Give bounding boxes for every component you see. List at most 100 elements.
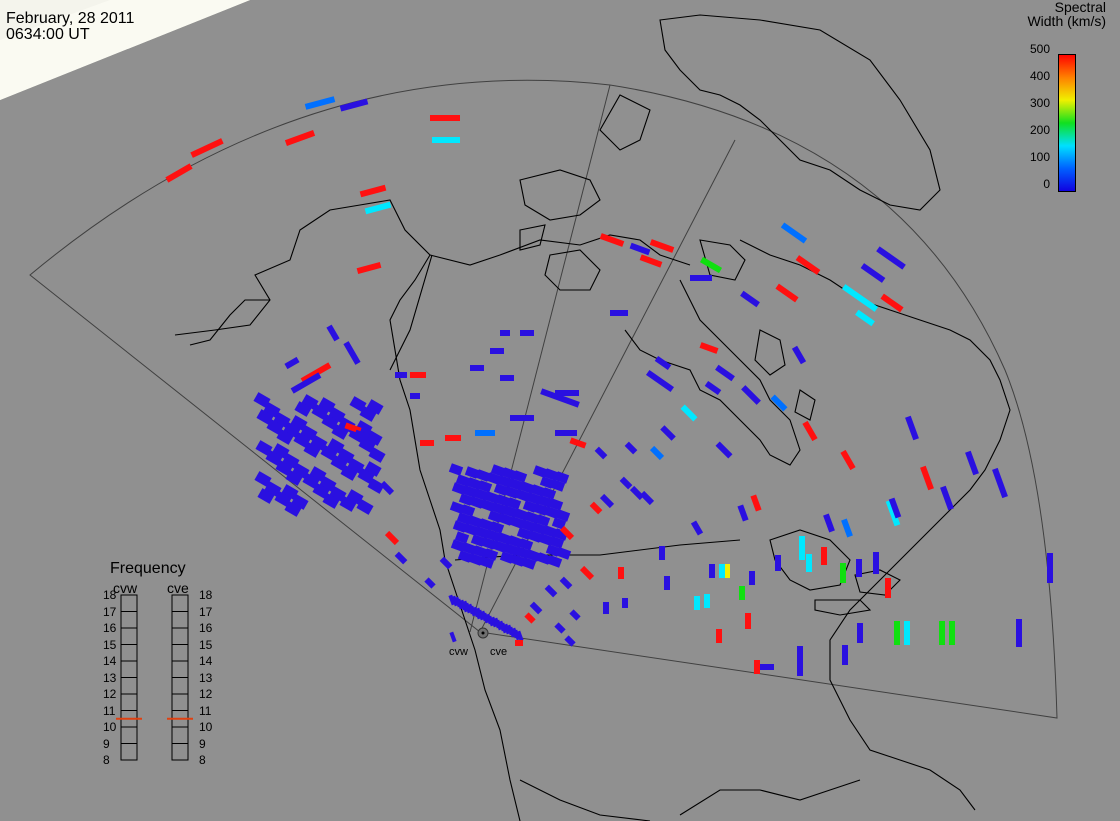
backscatter-cell <box>492 540 508 553</box>
backscatter-cell <box>694 596 700 610</box>
radar-sites <box>477 627 489 639</box>
backscatter-cell <box>356 499 374 515</box>
backscatter-cell <box>622 598 628 608</box>
backscatter-cell <box>940 485 954 511</box>
backscatter-cell <box>266 419 284 435</box>
backscatter-cell <box>274 491 292 507</box>
backscatter-cell <box>500 330 510 336</box>
backscatter-cell <box>284 356 300 370</box>
frequency-tick-label: 14 <box>103 654 117 668</box>
backscatter-cell <box>454 531 470 544</box>
backscatter-cell <box>802 420 818 442</box>
backscatter-cell <box>489 521 505 534</box>
backscatter-cell <box>555 390 579 396</box>
backscatter-cell <box>515 489 531 502</box>
backscatter-cell <box>458 493 474 506</box>
backscatter-cell <box>331 424 349 440</box>
backscatter-cell <box>304 96 336 110</box>
frequency-tick-label: 8 <box>103 753 110 767</box>
backscatter-cell <box>860 263 886 283</box>
backscatter-cell <box>543 468 559 481</box>
backscatter-cell <box>466 477 482 490</box>
backscatter-cell <box>310 435 328 451</box>
backscatter-cell <box>451 482 467 495</box>
backscatter-cell <box>462 600 470 612</box>
backscatter-cell <box>551 517 567 530</box>
backscatter-cell <box>462 485 478 498</box>
colorbar-title-line1: Spectral <box>1054 0 1106 15</box>
backscatter-cell <box>501 467 517 480</box>
backscatter-cell <box>365 430 383 446</box>
backscatter-cell <box>472 545 488 558</box>
frequency-tick-label: 8 <box>199 753 206 767</box>
backscatter-cell <box>541 487 557 500</box>
backscatter-cell <box>395 372 407 378</box>
backscatter-cell <box>806 554 812 572</box>
backscatter-cell <box>284 501 302 517</box>
backscatter-cell <box>704 594 710 608</box>
backscatter-cell <box>263 402 281 418</box>
backscatter-cell <box>716 629 722 643</box>
backscatter-cell <box>664 576 670 590</box>
backscatter-cell <box>290 372 322 394</box>
frequency-tick-label: 12 <box>103 687 117 701</box>
colorbar-tick-label: 100 <box>1029 150 1050 164</box>
backscatter-cell <box>749 571 755 585</box>
frequency-tick-label: 16 <box>199 621 213 635</box>
backscatter-cell <box>594 446 608 460</box>
backscatter-cell <box>704 380 722 396</box>
backscatter-cell <box>539 476 555 489</box>
backscatter-cell <box>544 506 560 519</box>
backscatter-cell <box>618 567 624 579</box>
backscatter-cell <box>256 409 274 425</box>
backscatter-cell <box>556 547 572 560</box>
backscatter-cell <box>475 607 483 619</box>
backscatter-cell <box>300 425 318 441</box>
backscatter-cell <box>357 468 375 484</box>
backscatter-cell <box>190 138 224 158</box>
backscatter-cell <box>1016 619 1022 647</box>
backscatter-cell <box>499 551 515 564</box>
backscatter-cell <box>456 512 472 525</box>
backscatter-cell <box>253 392 271 408</box>
backscatter-cell <box>524 612 536 624</box>
backscatter-cell <box>569 437 587 449</box>
backscatter-cell <box>842 645 848 665</box>
backscatter-cell <box>737 504 749 522</box>
backscatter-cell <box>272 443 290 459</box>
frequency-radar-cve: cve <box>167 580 189 596</box>
backscatter-cell <box>619 476 633 490</box>
backscatter-cell <box>478 518 494 531</box>
backscatter-cell <box>645 369 675 393</box>
backscatter-cell <box>500 375 514 381</box>
backscatter-cell <box>533 503 549 516</box>
backscatter-cell <box>339 496 357 512</box>
frequency-tick-label: 17 <box>199 604 213 619</box>
backscatter-cell <box>340 465 358 481</box>
backscatter-cell <box>506 497 522 510</box>
backscatter-cell <box>455 474 471 487</box>
frequency-tick-label: 11 <box>199 703 212 718</box>
backscatter-cell <box>920 465 934 491</box>
backscatter-cell <box>559 525 575 541</box>
backscatter-cell <box>841 518 853 538</box>
frequency-tick-label: 13 <box>103 670 117 685</box>
backscatter-cell <box>486 472 502 485</box>
backscatter-cell <box>485 613 493 625</box>
backscatter-cell <box>797 646 803 676</box>
frequency-tick-label: 15 <box>103 637 117 652</box>
backscatter-cell <box>468 553 484 566</box>
backscatter-cell <box>629 485 645 501</box>
backscatter-cell <box>394 551 408 565</box>
backscatter-cell <box>449 501 465 514</box>
backscatter-cell <box>512 470 528 483</box>
backscatter-cell <box>542 525 558 538</box>
backscatter-cell <box>799 536 805 560</box>
backscatter-cell <box>514 546 530 559</box>
frequency-tick-label: 13 <box>199 670 213 685</box>
backscatter-cell <box>750 494 762 512</box>
backscatter-cell <box>502 505 518 518</box>
backscatter-cell <box>888 497 902 519</box>
backscatter-cell <box>905 415 919 441</box>
